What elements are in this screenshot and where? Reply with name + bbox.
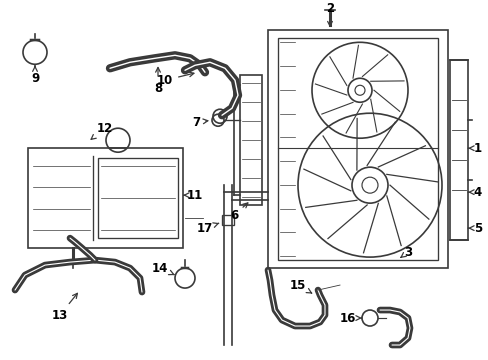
Text: 3: 3 bbox=[400, 246, 411, 258]
Text: 7: 7 bbox=[192, 116, 207, 129]
Text: 9: 9 bbox=[31, 66, 39, 85]
Text: 12: 12 bbox=[91, 122, 113, 139]
Text: 13: 13 bbox=[52, 293, 77, 321]
Text: 4: 4 bbox=[468, 186, 481, 199]
Text: 1: 1 bbox=[468, 142, 481, 155]
Text: 16: 16 bbox=[339, 311, 361, 324]
Text: 17: 17 bbox=[197, 222, 218, 235]
Text: 6: 6 bbox=[229, 203, 247, 222]
Text: 14: 14 bbox=[151, 262, 174, 275]
Text: 8: 8 bbox=[154, 67, 162, 95]
Text: 11: 11 bbox=[183, 189, 203, 202]
Text: 5: 5 bbox=[468, 222, 481, 235]
Text: 2: 2 bbox=[325, 2, 333, 26]
Text: 15: 15 bbox=[289, 279, 311, 293]
Text: 10: 10 bbox=[157, 72, 194, 87]
